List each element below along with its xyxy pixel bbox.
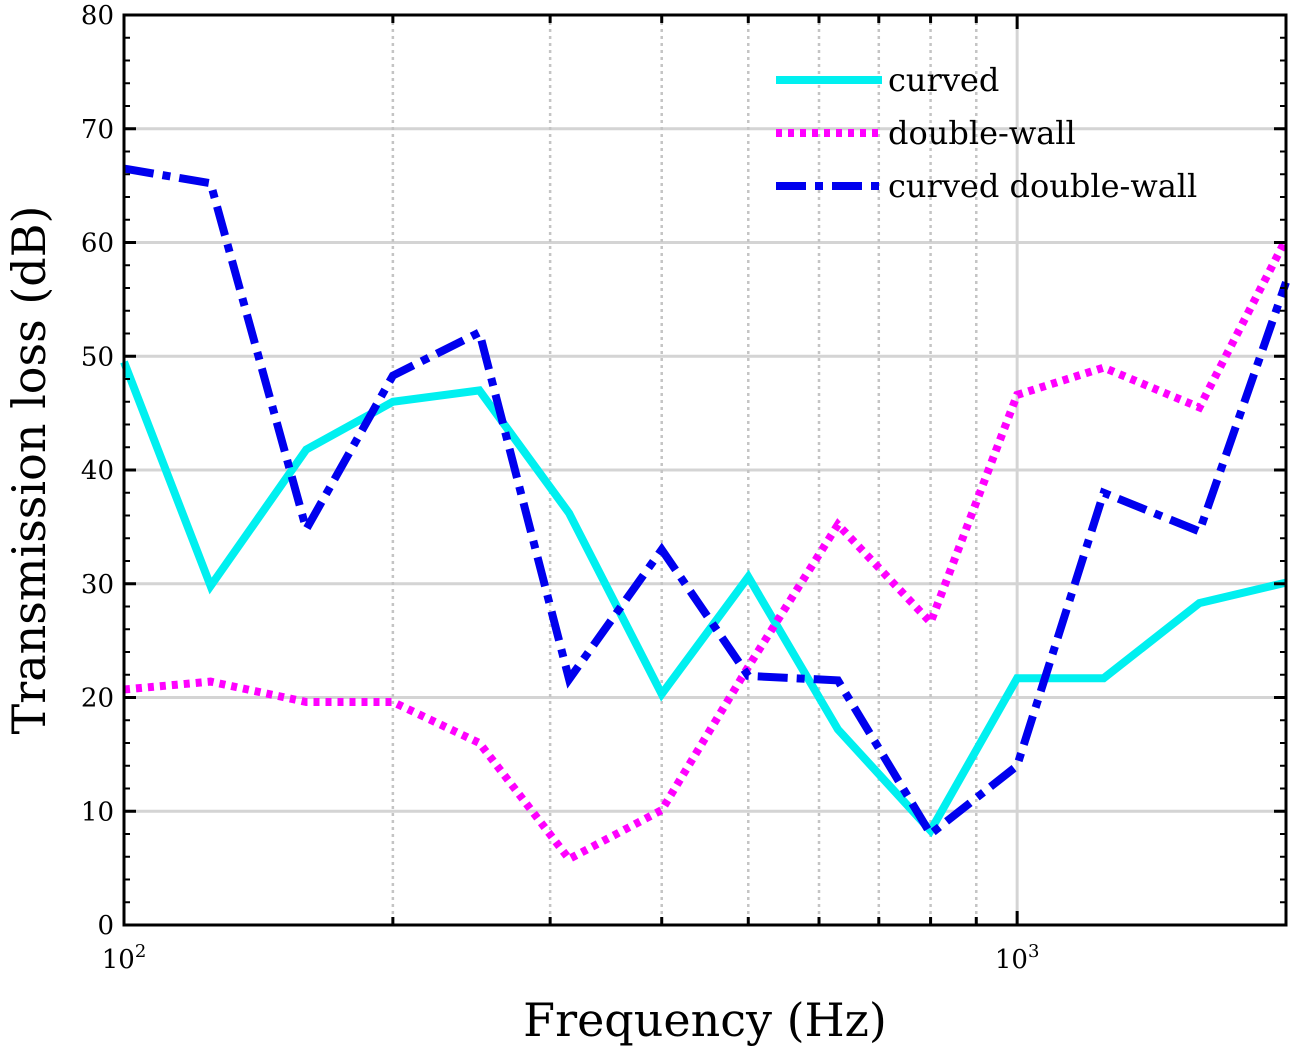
y-tick-label: 30 xyxy=(81,570,114,600)
legend-label-double-wall: double-wall xyxy=(888,114,1076,152)
series-line-double-wall xyxy=(123,237,1290,865)
y-tick-label: 20 xyxy=(81,684,114,714)
ticks xyxy=(122,13,1288,927)
legend: curved double-wall curved double-wall xyxy=(776,61,1197,205)
x-tick-label: 103 xyxy=(995,941,1040,975)
series-line-curved xyxy=(120,360,1287,838)
legend-label-curved: curved xyxy=(888,61,999,99)
x-tick-label: 102 xyxy=(102,941,147,975)
y-tick-label: 80 xyxy=(81,1,114,31)
x-tick-label-base: 10 xyxy=(102,945,135,975)
x-axis-title: Frequency (Hz) xyxy=(523,993,887,1047)
series-group xyxy=(120,164,1290,865)
series-line-curved-double-wall xyxy=(123,164,1290,840)
x-tick-label-base: 10 xyxy=(995,945,1028,975)
y-tick-label: 60 xyxy=(81,229,114,259)
x-tick-label-exponent: 3 xyxy=(1028,941,1039,962)
y-tick-label: 40 xyxy=(81,456,114,486)
y-tick-label: 0 xyxy=(97,911,114,941)
legend-label-curved-double-wall: curved double-wall xyxy=(888,167,1197,205)
y-axis-title: Transmission loss (dB) xyxy=(2,206,56,735)
y-tick-label: 70 xyxy=(81,115,114,145)
y-tick-label: 50 xyxy=(81,342,114,372)
x-tick-label-exponent: 2 xyxy=(135,941,146,962)
y-tick-label: 10 xyxy=(81,797,114,827)
